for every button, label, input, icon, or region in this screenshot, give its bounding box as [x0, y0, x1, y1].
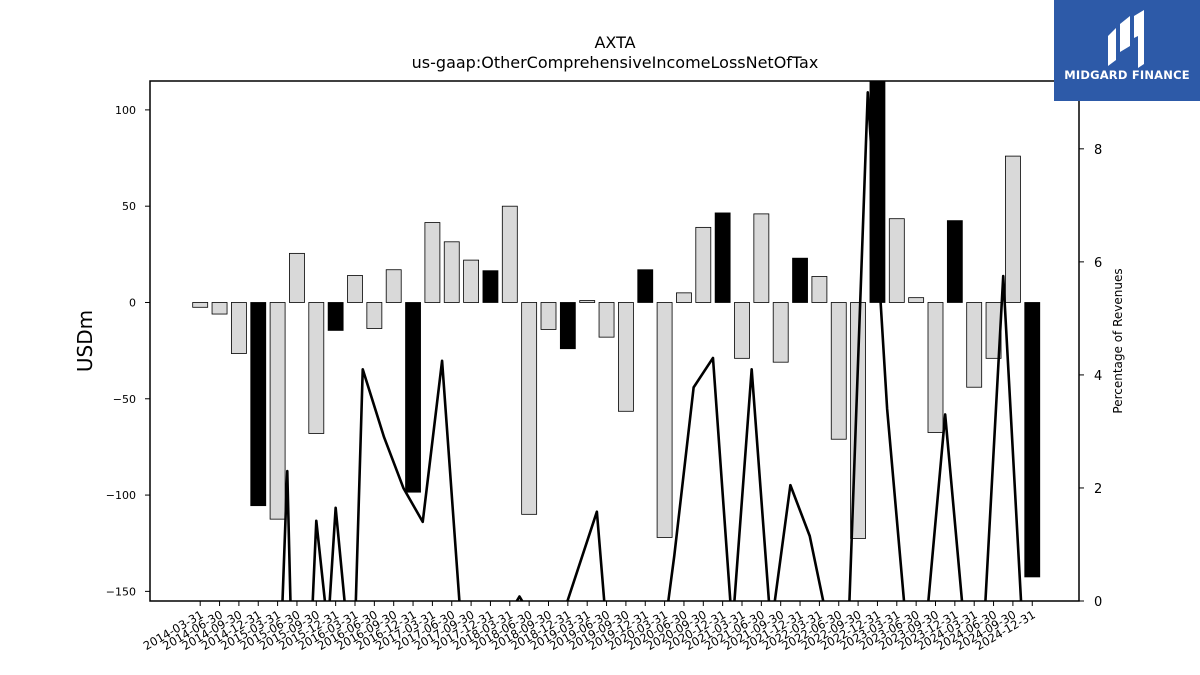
y2-axis-label: Percentage of Revenues [1111, 268, 1125, 413]
chart-title: AXTA [594, 33, 635, 52]
chart-bar [405, 302, 421, 493]
chart-bar [1005, 155, 1021, 303]
y2-tick-label: 0 [1094, 595, 1102, 610]
chart-bar [327, 302, 344, 331]
chart-bar [888, 218, 905, 303]
y2-tick-label: 2 [1094, 482, 1102, 497]
y-tick-label: −50 [113, 393, 136, 406]
chart-bar [540, 302, 557, 330]
chart-bar [676, 292, 692, 303]
brand-logo: MIDGARD FINANCE [1054, 0, 1200, 101]
y-tick-label: −150 [106, 585, 136, 598]
chart-bar [753, 213, 770, 303]
chart-bar [598, 302, 615, 338]
chart-bar [830, 302, 847, 440]
y-tick-label: 0 [129, 296, 136, 309]
chart-bar [869, 81, 886, 303]
y2-tick-label: 6 [1094, 256, 1102, 271]
chart-bar [579, 300, 596, 303]
chart-bar [230, 302, 247, 354]
chart-bar [618, 302, 634, 412]
chart-bar [734, 302, 750, 359]
x-axis: 2014-03-312014-06-302014-09-302014-12-31… [141, 601, 1038, 653]
chart-bar [501, 205, 518, 303]
chart-bar [966, 302, 983, 388]
chart-bar [192, 302, 209, 308]
chart-bar [211, 302, 228, 315]
chart-bar [269, 302, 286, 520]
chart-bar [250, 302, 267, 507]
chart-bar [946, 220, 963, 303]
chart-subtitle: us-gaap:OtherComprehensiveIncomeLossNetO… [412, 53, 819, 72]
chart-bar [1024, 302, 1041, 578]
chart-bar [908, 297, 925, 303]
chart-bar [482, 270, 499, 303]
y-axis-label: USDm [73, 310, 97, 372]
chart-bar [811, 276, 828, 303]
chart-bar [656, 302, 673, 538]
chart-bar [366, 302, 383, 329]
chart-bar [714, 212, 731, 303]
chart-bar [772, 302, 789, 363]
y-tick-label: −100 [106, 489, 136, 502]
chart-bar [521, 302, 538, 515]
y-tick-label: 50 [122, 200, 136, 213]
chart-bar [385, 269, 402, 303]
chart-bar [289, 252, 305, 303]
plot-area [192, 81, 1041, 601]
y-axis-left: 100 50 0 −50 −100 −150 [106, 104, 150, 598]
y2-tick-label: 4 [1094, 369, 1102, 384]
plot-frame [149, 80, 1080, 602]
y-tick-label: 100 [115, 104, 136, 117]
chart-bar [424, 222, 441, 303]
chart-bar [792, 257, 808, 303]
brand-name: MIDGARD FINANCE [1064, 68, 1190, 82]
chart-bar [927, 302, 944, 433]
chart-bar [559, 302, 576, 350]
chart-bar [463, 259, 480, 303]
midgard-logo-icon [1108, 10, 1144, 68]
y-axis-right: 0 2 4 6 8 [1079, 143, 1102, 610]
chart-bar [347, 275, 363, 303]
chart-bar [695, 226, 712, 303]
y2-tick-label: 8 [1094, 143, 1102, 158]
chart-bar [308, 302, 325, 434]
chart-bar [637, 269, 654, 303]
series-line [281, 91, 1023, 601]
chart-bar [443, 241, 460, 303]
